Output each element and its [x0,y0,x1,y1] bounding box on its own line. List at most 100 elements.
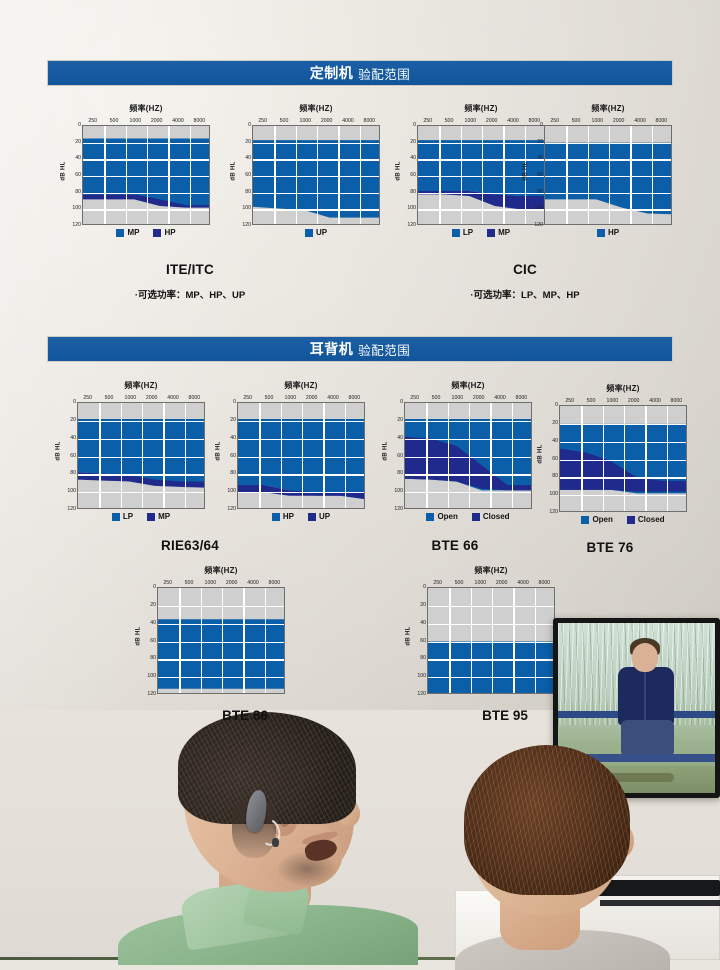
chart-y-tick-label: 0 [78,122,81,128]
chart-legend-label: MP [127,228,140,237]
chart-x-tick-label: 1000 [299,118,312,124]
chart-gridline-vertical [120,403,122,508]
chart-bte66-open-closed: 频率(HZ) dB HL 0 20 40 60 80 100 120 250 500 1000 2000… [380,380,532,521]
section-title-light: 验配范围 [358,67,411,82]
chart-y-tick-label: 0 [555,402,558,408]
chart-legend-label: LP [462,228,474,237]
chart-x-tick-label: 2000 [612,118,625,124]
chart-gridline-vertical [581,406,583,511]
model-note-ite-itc: ·可选功率：MP、HP、UP [134,290,246,301]
chart-x-tick-label: 8000 [348,395,361,401]
chart-y-ticks: 0 20 40 60 80 100 120 [69,116,82,228]
chart-x-tick-label: 500 [184,580,194,586]
chart-gridline-horizontal [238,420,364,423]
chart-y-ticks: 0 20 40 60 80 100 120 [546,396,559,515]
chart-y-tick-label: 60 [397,452,403,459]
chart-gridline-vertical [147,126,149,224]
chart-y-ticks: 0 20 40 60 80 100 120 [239,116,252,228]
chart-plot-area [237,402,365,509]
chart-x-tick-label: 2000 [145,395,158,401]
chart-x-tick-label: 1000 [124,395,137,401]
chart-rie-hp-up: 频率(HZ) dB HL 0 20 40 60 80 100 120 250 500 1000 2000… [213,380,365,521]
chart-y-axis-label-holder: dB HL [228,116,239,225]
chart-y-axis-title: dB HL [522,160,529,181]
chart-y-tick-label: 120 [394,506,403,512]
chart-legend-label: HP [164,228,176,237]
chart-x-tick-label: 2000 [150,118,163,124]
chart-rie-lp-mp: 频率(HZ) dB HL 0 20 40 60 80 100 120 250 500 1000 2000… [53,380,205,521]
chart-y-tick-label: 60 [537,172,543,178]
chart-legend: UP [252,228,380,237]
chart-gridline-vertical [264,588,266,693]
chart-x-ticks: 250 500 1000 2000 4000 8000 [157,578,285,587]
chart-x-tick-label: 8000 [188,395,201,401]
chart-gridline-horizontal [560,495,686,497]
chart-x-tick-label: 2000 [495,580,508,586]
chart-x-tick-label: 2000 [627,398,640,404]
chart-y-tick-label: 120 [407,222,416,228]
chart-x-tick-label: 500 [444,118,454,124]
photo-tv-person-face [631,643,659,673]
chart-legend-item: UP [304,228,327,237]
chart-x-tick-label: 250 [423,118,432,124]
chart-gridline-horizontal [428,659,554,661]
chart-legend-item: Closed [471,512,510,521]
photo-boy-hair-texture [464,745,630,895]
chart-legend: LP MP [77,512,205,521]
chart-gridline-horizontal [545,176,671,178]
chart-y-tick-label: 0 [233,399,236,405]
chart-gridline-vertical [666,406,668,511]
chart-gridline-horizontal [78,438,204,440]
chart-legend-label: Closed [482,512,510,521]
chart-legend-swatch [581,515,590,524]
chart-gridline-horizontal [418,142,544,144]
chart-legend-swatch [308,512,316,521]
chart-plot-area [427,587,555,694]
chart-gridline-horizontal [253,209,379,211]
chart-x-axis-title: 频率(HZ) [129,104,163,113]
chart-y-tick-label: 40 [537,155,543,162]
chart-gridline-vertical [189,126,191,224]
chart-gridline-vertical [302,403,304,508]
chart-legend-item: Open [581,515,613,524]
chart-y-ticks: 0 20 40 60 80 100 120 [404,116,417,228]
chart-gridline-vertical [323,403,325,508]
chart-x-tick-label: 1000 [284,395,297,401]
chart-gridline-horizontal [405,420,531,423]
chart-gridline-vertical [624,406,626,511]
chart-y-tick-label: 60 [75,172,81,178]
chart-legend-label: LP [122,512,134,521]
chart-legend: HP UP [237,512,365,521]
chart-legend: MP HP [82,228,210,237]
chart-x-tick-label: 1000 [474,580,487,586]
chart-x-tick-label: 2000 [305,395,318,401]
chart-gridline-vertical [280,403,282,508]
chart-y-tick-label: 100 [72,205,81,212]
chart-x-tick-label: 500 [264,395,274,401]
chart-plot-area [252,125,380,225]
chart-legend: Open Closed [559,515,687,524]
chart-x-ticks: 250 500 1000 2000 4000 8000 [237,393,365,402]
chart-y-axis-title: dB HL [537,444,544,464]
chart-x-ticks: 250 500 1000 2000 4000 8000 [77,393,205,402]
chart-y-tick-label: 20 [245,138,251,145]
chart-x-ticks: 250 500 1000 2000 4000 8000 [427,578,555,587]
chart-y-tick-label: 80 [230,470,236,477]
section-title-light: 验配范围 [358,343,411,358]
chart-legend-swatch [626,515,635,524]
chart-x-ticks: 250 500 1000 2000 4000 8000 [404,393,532,402]
chart-gridline-vertical [200,588,202,693]
chart-plot-area [559,405,687,512]
chart-x-tick-label: 8000 [670,398,683,404]
chart-x-ticks: 250 500 1000 2000 4000 8000 [82,116,210,125]
chart-gridline-horizontal [428,623,554,625]
chart-x-tick-label: 4000 [507,118,519,124]
model-name-rie: RIE63/64 [161,538,219,553]
chart-cic-lp-mp: 频率(HZ) dB HL 0 20 40 60 80 100 120 250 500 1000 2000… [393,103,545,237]
chart-y-tick-label: 40 [397,434,403,441]
model-name-bte76: BTE 76 [586,540,634,555]
chart-x-tick-label: 8000 [193,118,206,124]
chart-legend-item: UP [308,512,330,521]
chart-gridline-horizontal [545,159,671,161]
chart-y-tick-label: 80 [70,470,76,477]
